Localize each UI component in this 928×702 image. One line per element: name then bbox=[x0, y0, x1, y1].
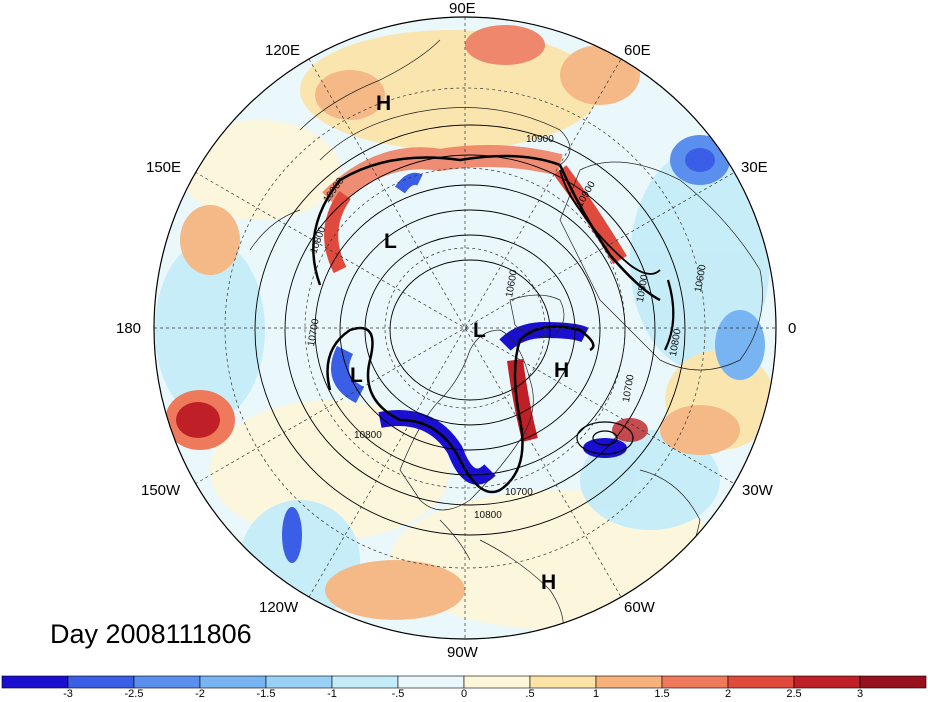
contour-label: 10800 bbox=[354, 430, 382, 441]
contour-label: 10800 bbox=[474, 510, 502, 521]
lon-label-30w: 30W bbox=[742, 482, 773, 499]
high-center-label: H bbox=[541, 571, 556, 594]
colorbar-tick-label: -1.5 bbox=[256, 688, 276, 700]
graticule bbox=[154, 17, 776, 639]
colorbar-swatch bbox=[67, 675, 135, 689]
lon-label-120w: 120W bbox=[259, 599, 299, 616]
contour-label: 10800 bbox=[668, 328, 684, 358]
colorbar-swatch bbox=[397, 675, 465, 689]
lon-label-150w: 150W bbox=[141, 482, 181, 499]
colorbar-swatch bbox=[859, 675, 927, 689]
low-center-label: L bbox=[350, 364, 363, 387]
height-contours bbox=[254, 124, 686, 536]
contour-label: 10700 bbox=[621, 373, 637, 403]
colorbar-swatch bbox=[529, 675, 597, 689]
lon-label-60e: 60E bbox=[624, 42, 651, 59]
lon-label-60w: 60W bbox=[624, 599, 655, 616]
lon-label-90e: 90E bbox=[449, 0, 476, 17]
contour-label: 10600 bbox=[693, 263, 709, 293]
map-boundary bbox=[153, 16, 777, 640]
date-title: Day 2008111806 bbox=[50, 619, 252, 649]
colorbar-tick-label: -.5 bbox=[391, 688, 405, 700]
contour-label: 10600 bbox=[504, 269, 520, 299]
colorbar-tick-label: 1 bbox=[592, 688, 600, 700]
lon-label-0: 0 bbox=[788, 320, 797, 337]
lon-label-90w: 90W bbox=[447, 644, 478, 661]
colorbar-tick-label: -3 bbox=[63, 688, 73, 700]
lon-label-120e: 120E bbox=[265, 42, 301, 59]
high-center-label: H bbox=[376, 92, 391, 115]
colorbar-tick-label: -1 bbox=[327, 688, 337, 700]
colorbar bbox=[1, 675, 927, 689]
colorbar-swatch bbox=[727, 675, 795, 689]
low-center-label: L bbox=[384, 230, 397, 253]
low-center-label: L bbox=[473, 319, 486, 342]
colorbar-swatch bbox=[595, 675, 663, 689]
colorbar-swatch bbox=[661, 675, 729, 689]
high-center-label: H bbox=[554, 359, 569, 382]
pressure-centers: H L L L H H bbox=[350, 92, 569, 594]
colorbar-tick-label: -2 bbox=[195, 688, 205, 700]
colorbar-swatch bbox=[331, 675, 399, 689]
colorbar-tick-label: 0 bbox=[460, 688, 468, 700]
lon-label-180: 180 bbox=[116, 320, 142, 337]
contour-label: 10700 bbox=[505, 487, 533, 498]
contour-label: 10700 bbox=[306, 318, 322, 348]
colorbar-tick-label: 2 bbox=[724, 688, 732, 700]
contour-label: 10500 bbox=[635, 273, 651, 303]
colorbar-tick-label: .5 bbox=[525, 688, 535, 700]
colorbar-tick-label: 3 bbox=[856, 688, 864, 700]
colorbar-tick-label: 2.5 bbox=[786, 688, 802, 700]
colorbar-swatch bbox=[133, 675, 201, 689]
colorbar-swatch bbox=[199, 675, 267, 689]
lon-label-150e: 150E bbox=[146, 159, 182, 176]
colorbar-swatch bbox=[463, 675, 531, 689]
colorbar-swatch bbox=[265, 675, 333, 689]
contour-label: 10900 bbox=[526, 134, 554, 145]
colorbar-tick-label: -2.5 bbox=[124, 688, 144, 700]
colorbar-tick-label: 1.5 bbox=[654, 688, 670, 700]
colorbar-swatch bbox=[1, 675, 69, 689]
lon-label-30e: 30E bbox=[741, 159, 768, 176]
colorbar-swatch bbox=[793, 675, 861, 689]
